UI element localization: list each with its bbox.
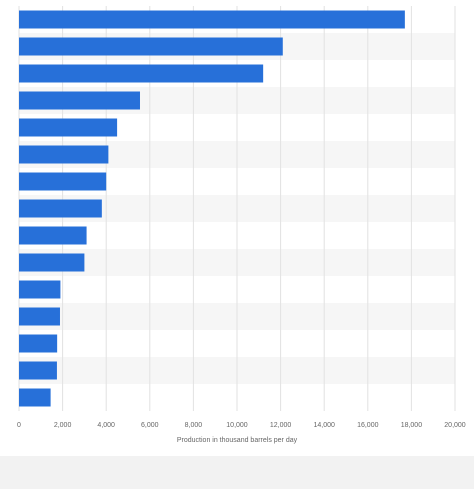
bar[interactable] bbox=[19, 10, 405, 29]
bar[interactable] bbox=[19, 199, 102, 218]
bar[interactable] bbox=[19, 388, 51, 407]
bar[interactable] bbox=[19, 334, 58, 353]
bar[interactable] bbox=[19, 172, 107, 191]
x-tick-label: 10,000 bbox=[226, 422, 248, 429]
bar[interactable] bbox=[19, 226, 87, 245]
bars bbox=[19, 10, 405, 407]
x-tick-label: 14,000 bbox=[313, 422, 335, 429]
x-tick-label: 2,000 bbox=[54, 422, 72, 429]
x-tick-label: 18,000 bbox=[401, 422, 423, 429]
bar[interactable] bbox=[19, 253, 85, 272]
bar[interactable] bbox=[19, 37, 283, 56]
x-axis-title: Production in thousand barrels per day bbox=[177, 437, 298, 444]
bar[interactable] bbox=[19, 361, 57, 380]
x-tick-label: 8,000 bbox=[185, 422, 203, 429]
bar[interactable] bbox=[19, 145, 109, 164]
bar[interactable] bbox=[19, 307, 60, 326]
x-tick-label: 12,000 bbox=[270, 422, 292, 429]
bar[interactable] bbox=[19, 118, 118, 137]
x-tick-label: 0 bbox=[17, 422, 21, 429]
x-axis-ticks: 0 2,000 4,000 6,000 8,000 10,000 12,000 14,000 1… bbox=[17, 422, 466, 429]
x-tick-label: 20,000 bbox=[444, 422, 466, 429]
x-tick-label: 6,000 bbox=[141, 422, 159, 429]
x-tick-label: 4,000 bbox=[97, 422, 115, 429]
footer-band bbox=[0, 456, 474, 489]
x-tick-label: 16,000 bbox=[357, 422, 379, 429]
bar[interactable] bbox=[19, 64, 264, 83]
bar[interactable] bbox=[19, 280, 61, 299]
bar[interactable] bbox=[19, 91, 140, 110]
